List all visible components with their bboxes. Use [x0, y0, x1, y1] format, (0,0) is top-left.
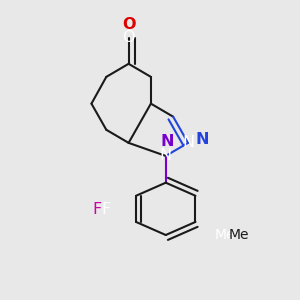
Text: Me: Me	[215, 228, 236, 242]
Text: N: N	[182, 135, 194, 150]
Text: Me: Me	[228, 228, 249, 242]
Text: N: N	[196, 132, 209, 147]
Text: O: O	[122, 17, 135, 32]
Text: N: N	[160, 148, 172, 164]
Text: N: N	[160, 134, 174, 148]
Text: F: F	[102, 202, 111, 217]
Text: F: F	[93, 202, 102, 217]
Text: O: O	[122, 30, 135, 45]
